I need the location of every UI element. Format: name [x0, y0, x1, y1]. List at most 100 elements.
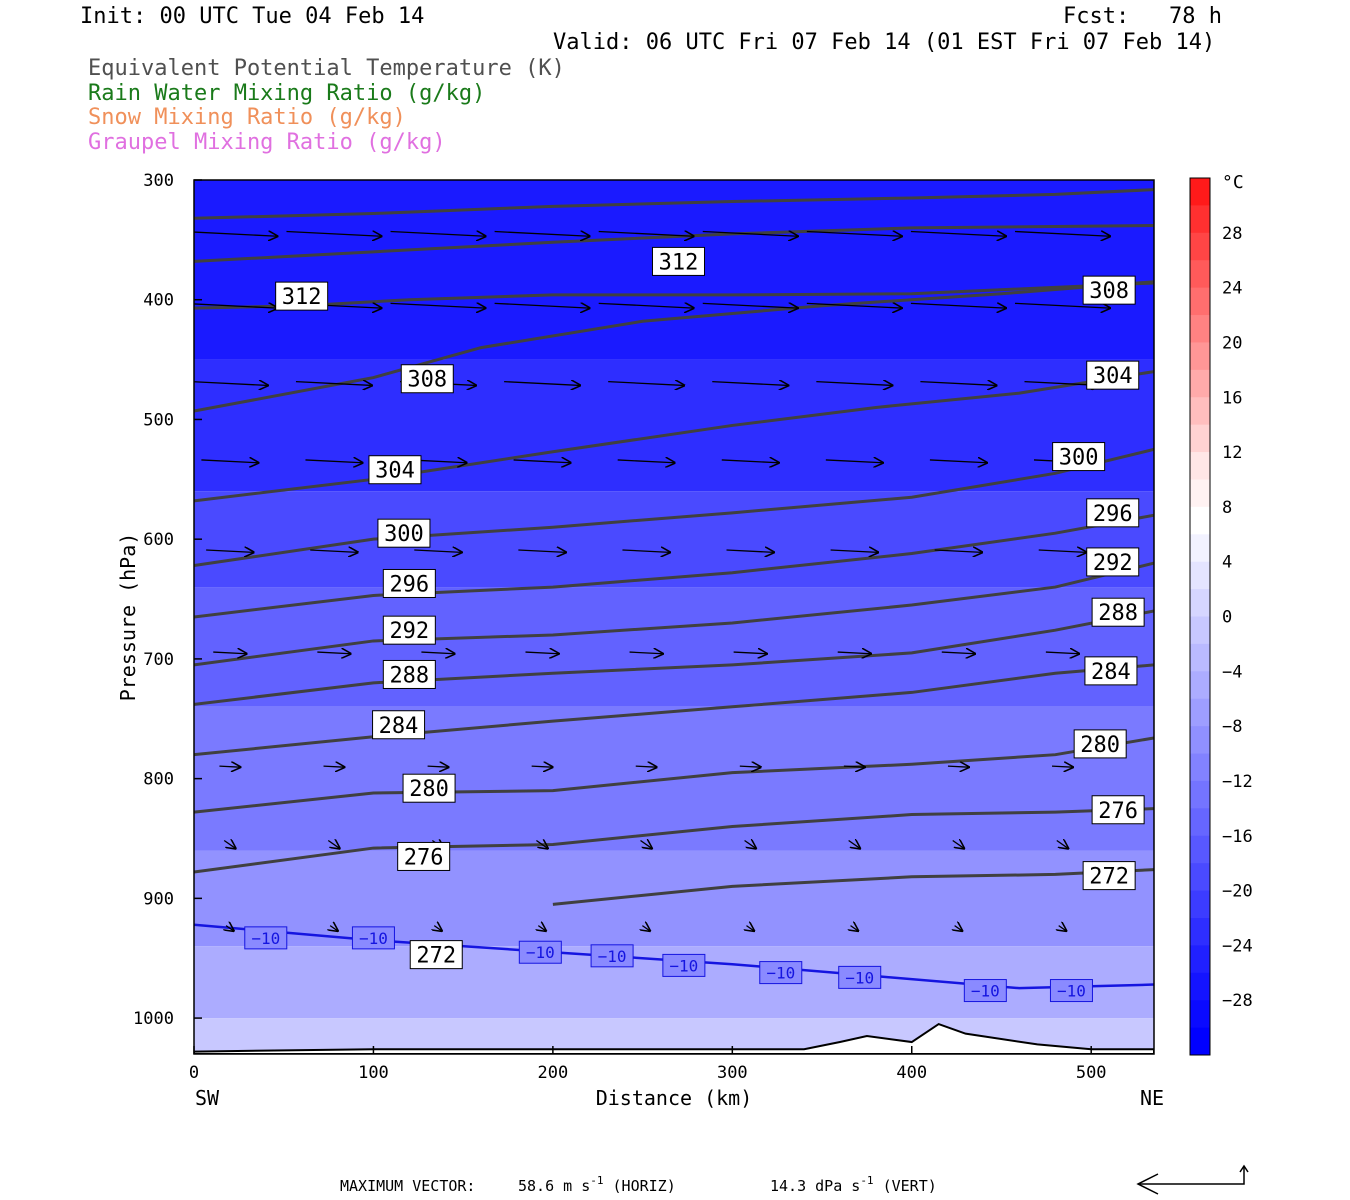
colorbar-segment [1190, 780, 1210, 809]
colorbar-segment [1190, 232, 1210, 261]
colorbar-segment [1190, 260, 1210, 289]
contour-label-box [1091, 597, 1145, 627]
wind-arrow [622, 550, 670, 552]
contour-label: 312 [282, 285, 322, 310]
wind-arrow [910, 303, 1006, 308]
wind-arrow [310, 550, 358, 552]
terrain [194, 1022, 1154, 1054]
wind-arrow [1059, 926, 1067, 931]
wind-arrow [327, 840, 339, 848]
wind-arrow [726, 550, 775, 552]
contour-label: 284 [379, 714, 419, 739]
wind-arrow [1056, 840, 1068, 848]
x-left-label: SW [195, 1086, 220, 1110]
colorbar-tick-label: 4 [1222, 553, 1232, 573]
contour-label-box [1052, 442, 1106, 472]
x-axis-label: Distance (km) [596, 1086, 753, 1110]
wind-arrow [635, 766, 657, 767]
wind-arrow [323, 766, 345, 767]
colorbar-segment [1190, 315, 1210, 343]
wind-arrow [806, 232, 902, 237]
colorbar-segment [1190, 561, 1210, 590]
wind-arrow [1014, 303, 1110, 308]
footer: MAXIMUM VECTOR: 58.6 m s-1 (HORIZ) 14.3 … [340, 1174, 937, 1195]
wind-arrow [910, 232, 1006, 237]
wind-arrow [295, 382, 372, 386]
init-time: Init: 00 UTC Tue 04 Feb 14 [80, 4, 425, 29]
reference-vector-icon [1136, 1164, 1249, 1195]
contour-label: 308 [407, 368, 447, 393]
theta-e-contour-line [194, 736, 1154, 814]
colorbar-unit: °C [1222, 172, 1244, 193]
contour-label-box [400, 364, 454, 394]
colorbar-segment [1190, 863, 1210, 892]
contour-label-box [1084, 656, 1138, 686]
colorbar-segment [1190, 287, 1210, 316]
isotherm-label: −10 [1057, 982, 1086, 1001]
wind-arrow [213, 652, 246, 654]
contour-label-box [1082, 275, 1136, 305]
legend-snow: Snow Mixing Ratio (g/kg) [88, 105, 406, 130]
wind-arrow [941, 652, 975, 654]
wind-arrow [536, 840, 547, 848]
colorbar-tick-label: −24 [1222, 936, 1253, 956]
wind-arrow [223, 840, 235, 848]
wind-arrow [390, 303, 486, 308]
wind-arrow [929, 460, 987, 463]
wind-arrow [201, 460, 258, 463]
colorbar-segment [1190, 643, 1210, 672]
isotherm-label: −10 [845, 968, 874, 987]
colorbar-segment [1190, 616, 1210, 645]
isotherm-label-box [518, 940, 562, 964]
colorbar-segment [1190, 424, 1210, 453]
max-vert-value: 14.3 dPa s-1 (VERT) [770, 1174, 937, 1195]
contour-label: 288 [1098, 601, 1138, 626]
wind-arrow [317, 652, 350, 654]
wind-arrow [816, 382, 892, 386]
contour-label-box [382, 659, 436, 689]
theta-e-contour-line [194, 807, 1154, 874]
contour-label: 312 [659, 250, 699, 275]
y-tick-label: 500 [143, 410, 174, 430]
y-tick-label: 400 [143, 291, 174, 311]
colorbar-tick-label: 12 [1222, 443, 1242, 463]
wind-arrow [206, 550, 254, 552]
contour-label-box [651, 246, 705, 276]
wind-arrow [305, 460, 362, 463]
temperature-bands [194, 180, 1154, 1054]
contour-label: 304 [375, 459, 415, 484]
wind-arrow [721, 460, 779, 463]
wind-arrow [617, 460, 675, 463]
wind-arrow [504, 382, 580, 386]
colorbar-tick-label: 28 [1222, 224, 1242, 244]
wind-arrow [640, 840, 651, 848]
isotherm-label: −10 [669, 956, 698, 975]
contour-label: 300 [384, 522, 424, 547]
colorbar-segment [1190, 506, 1210, 535]
contour-label: 276 [1098, 799, 1138, 824]
y-tick-label: 900 [143, 889, 174, 909]
contour-label-box [1073, 729, 1127, 759]
contour-label: 284 [1091, 660, 1131, 685]
contour-label-box [372, 710, 426, 740]
wind-arrow [830, 550, 879, 552]
wind-arrow [806, 303, 902, 308]
isotherm-label: −10 [766, 964, 795, 983]
max-vector-label: MAXIMUM VECTOR: [340, 1177, 475, 1195]
isotherm-label-box [963, 979, 1007, 1003]
colorbar: 28 24 20 16 12 8 4 0 −4 −8 −12 −16 −20 −24 −28 [1189, 177, 1253, 1056]
contour-label-box [1082, 861, 1136, 891]
wind-arrow [744, 840, 756, 848]
wind-arrow [538, 926, 546, 931]
max-horiz-value: 58.6 m s-1 (HORIZ) [518, 1174, 676, 1195]
wind-arrow [843, 766, 865, 767]
contour-label-box [397, 841, 451, 871]
wind-arrow [518, 550, 566, 552]
wind-vectors [194, 232, 1110, 931]
isotherm-label-box [759, 961, 803, 985]
colorbar-tick-label: −20 [1222, 882, 1253, 902]
isotherm-label-box [244, 926, 288, 950]
colorbar-tick-label: −28 [1222, 991, 1253, 1011]
wind-arrow [598, 232, 694, 237]
